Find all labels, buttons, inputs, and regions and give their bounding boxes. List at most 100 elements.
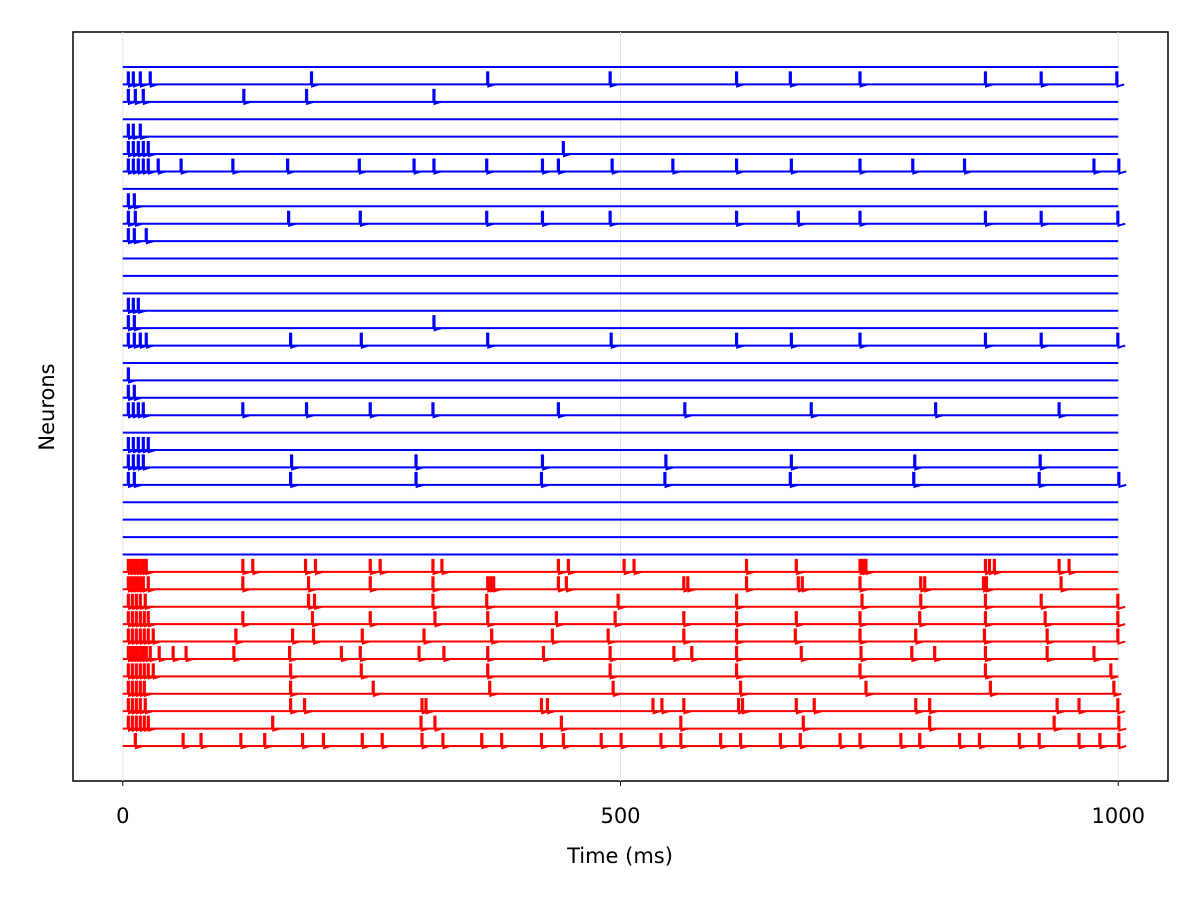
spike	[545, 698, 556, 715]
spike	[911, 158, 921, 175]
spike	[540, 158, 551, 175]
spike	[789, 158, 799, 175]
spike	[132, 471, 142, 489]
spike	[1039, 71, 1049, 88]
spike	[134, 628, 144, 645]
spike	[788, 71, 798, 88]
spike	[378, 558, 388, 576]
spike	[485, 593, 495, 611]
spike	[923, 576, 933, 593]
spike	[432, 158, 442, 175]
spike	[130, 680, 140, 698]
spike	[485, 210, 495, 228]
spike	[1038, 454, 1048, 471]
spike	[146, 611, 156, 628]
spike	[1117, 158, 1127, 175]
spike	[651, 698, 661, 715]
spike	[380, 733, 390, 750]
spike	[359, 332, 369, 349]
spike	[918, 611, 928, 628]
spike	[131, 123, 141, 141]
spike	[486, 611, 496, 628]
spike	[962, 158, 973, 175]
spike	[899, 733, 909, 750]
spike	[368, 576, 378, 593]
spike	[1116, 611, 1126, 628]
spike	[288, 645, 298, 663]
spike	[1117, 733, 1127, 750]
spike	[420, 698, 430, 715]
spike	[132, 193, 142, 210]
spike	[914, 628, 924, 645]
spike	[442, 645, 452, 663]
spike	[134, 680, 144, 698]
spike	[132, 315, 142, 332]
spike	[1045, 628, 1055, 645]
spike	[606, 628, 616, 645]
spike	[486, 332, 496, 349]
spike	[290, 454, 300, 471]
spike	[550, 628, 561, 645]
spike	[736, 698, 747, 715]
spike	[289, 663, 299, 680]
spike	[659, 733, 669, 750]
spike	[144, 228, 154, 245]
spike	[241, 576, 251, 593]
spike	[734, 71, 745, 88]
spike	[1115, 71, 1125, 88]
spike	[556, 158, 567, 175]
spike	[171, 645, 181, 663]
spike	[486, 645, 496, 663]
spike	[632, 558, 642, 576]
spike	[928, 698, 938, 715]
spike	[679, 733, 689, 750]
spike	[142, 680, 152, 698]
spike	[919, 593, 929, 611]
spike	[440, 558, 450, 576]
spike	[796, 576, 806, 593]
spike	[1039, 593, 1049, 611]
spike	[983, 611, 994, 628]
spike	[126, 663, 136, 680]
spike	[242, 88, 252, 106]
spike	[1055, 698, 1065, 715]
spike	[138, 611, 148, 628]
spike	[616, 593, 626, 611]
spike	[933, 645, 943, 663]
spike	[368, 611, 378, 628]
spike	[312, 593, 323, 611]
spike	[146, 158, 156, 175]
spike	[1059, 576, 1069, 593]
spike	[801, 715, 811, 733]
spike	[794, 698, 804, 715]
spike	[130, 715, 140, 733]
spike	[1077, 733, 1087, 750]
spike	[126, 680, 136, 698]
spike	[608, 645, 618, 663]
spike	[368, 558, 378, 576]
spike	[126, 88, 136, 106]
spike	[556, 576, 567, 593]
spike	[339, 645, 350, 663]
spike	[622, 558, 632, 576]
spike	[809, 402, 819, 419]
spike	[1057, 558, 1067, 576]
spike	[371, 680, 381, 698]
spike	[992, 558, 1003, 576]
spike	[199, 733, 209, 750]
spike	[858, 733, 868, 750]
spike	[566, 558, 576, 576]
spike	[490, 628, 500, 645]
spike	[738, 680, 749, 698]
spike	[486, 663, 496, 680]
spike	[441, 733, 451, 750]
spike	[130, 628, 140, 645]
spike	[690, 645, 700, 663]
spike	[130, 593, 140, 611]
spike	[858, 71, 868, 88]
spike	[131, 71, 141, 88]
spike	[682, 628, 692, 645]
spike	[179, 158, 189, 175]
spike	[1117, 715, 1127, 733]
spike	[663, 471, 673, 489]
